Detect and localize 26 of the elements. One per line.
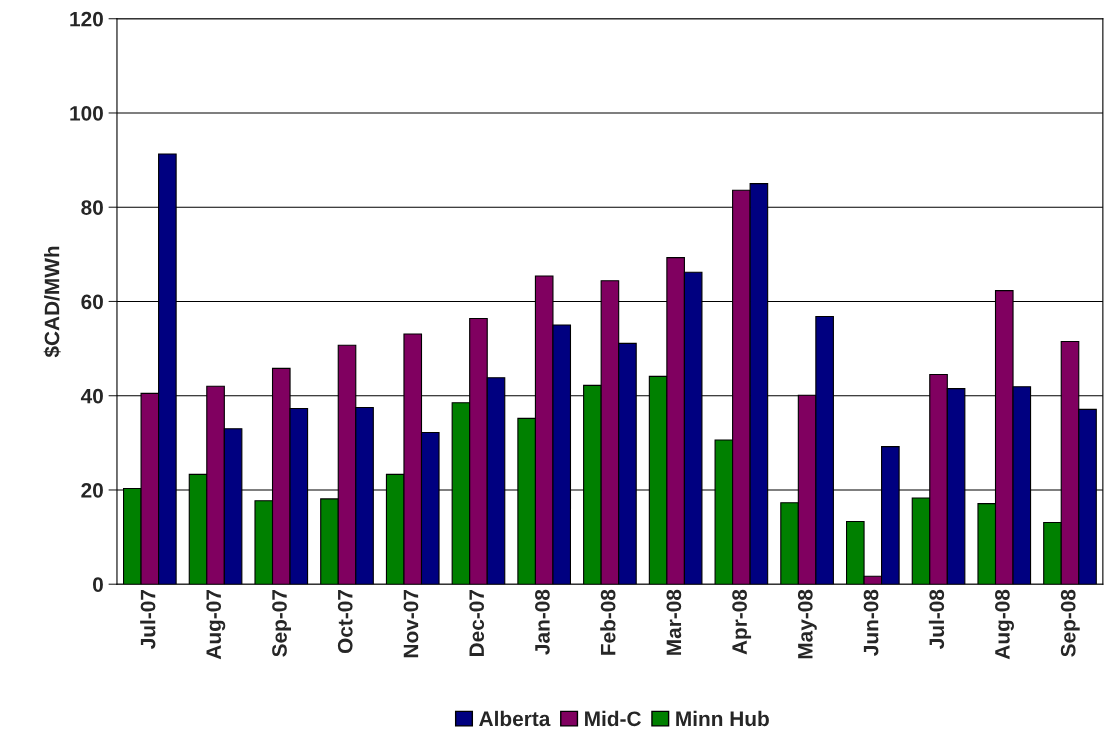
x-tick-label: Oct-07: [337, 589, 353, 654]
x-tick-label: Sep-08: [1060, 589, 1080, 657]
x-tick-label: Dec-07: [469, 589, 485, 657]
x-tick-label: Jun-08: [863, 589, 879, 656]
y-tick-label: 80: [81, 200, 103, 215]
y-tick-label: 120: [70, 11, 103, 27]
y-axis-title: $CAD/MWh: [43, 246, 61, 358]
y-tick-label: 0: [93, 577, 103, 592]
x-tick-label: Jan-08: [535, 589, 550, 655]
x-tick-label: Nov-07: [403, 589, 419, 658]
x-tick-label: Jul-08: [928, 589, 945, 649]
legend-label: Alberta: [479, 710, 551, 727]
legend-label: Mid-C: [585, 710, 641, 727]
x-tick-label: Feb-08: [600, 589, 616, 655]
y-tick-label: 60: [81, 294, 103, 310]
x-tick-label: Aug-07: [206, 589, 226, 660]
x-tick-label: Mar-08: [666, 589, 682, 655]
x-tick-label: Aug-08: [995, 589, 1014, 660]
y-tick-label: 100: [70, 105, 103, 121]
y-tick-label: 40: [80, 388, 103, 404]
x-tick-label: Sep-07: [272, 589, 291, 657]
x-tick-label: May-08: [797, 589, 817, 659]
legend-label: Minn Hub: [676, 710, 769, 727]
x-tick-label: Apr-08: [732, 589, 752, 655]
x-tick-label: Jul-07: [140, 589, 156, 649]
y-tick-label: 20: [81, 482, 103, 498]
